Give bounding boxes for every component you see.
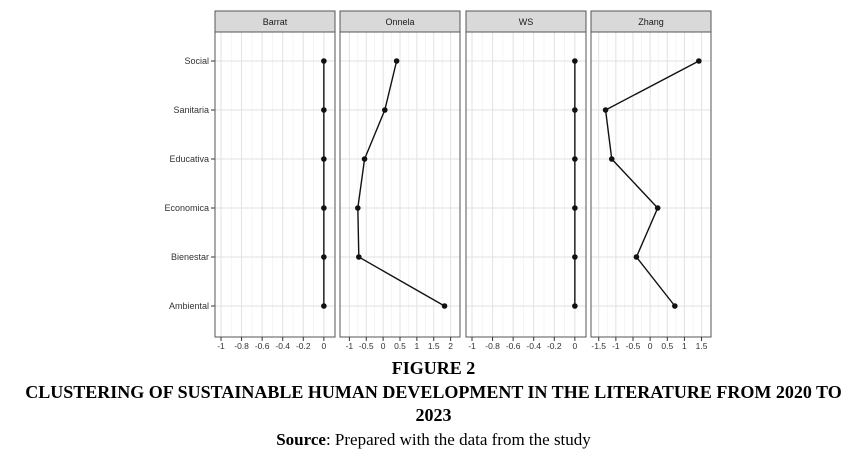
- data-point: [672, 303, 678, 309]
- x-tick-label: -0.5: [626, 341, 641, 351]
- panel-background: [215, 32, 335, 337]
- x-tick-label: 1: [415, 341, 420, 351]
- data-point: [608, 156, 615, 162]
- data-point: [321, 156, 327, 162]
- x-tick-label: 1.5: [428, 341, 440, 351]
- panel-background: [591, 32, 711, 337]
- y-tick-label: Economica: [164, 203, 209, 213]
- panel-title: Onnela: [385, 17, 414, 27]
- panel-title: Zhang: [638, 17, 664, 27]
- x-tick-label: 0.5: [661, 341, 673, 351]
- panel-strip: [590, 10, 712, 33]
- data-point: [321, 58, 327, 64]
- panel-onnela: Onnela -1 -0.5 0 0.5 1 1.5 2: [339, 10, 461, 351]
- data-point: [572, 107, 578, 113]
- panel-barrat: Barrat -1 -0.8 -0.6 -0.4 -0.2 0: [214, 10, 336, 351]
- panel-strip: [339, 10, 461, 33]
- x-tick-label: -0.8: [234, 341, 249, 351]
- series-line: [357, 60, 445, 307]
- data-point: [572, 156, 578, 162]
- panel-title: WS: [519, 17, 534, 27]
- x-tick-label: -0.5: [359, 341, 374, 351]
- data-point: [356, 254, 362, 260]
- x-tick-label: -0.6: [255, 341, 270, 351]
- panel-zhang: Zhang -1.5 -1 -0.5 0 0.5 1 1.5: [590, 10, 712, 351]
- x-tick-label: 2: [448, 341, 453, 351]
- data-point: [572, 303, 578, 309]
- data-point: [321, 205, 327, 211]
- panel-strip: [465, 10, 587, 33]
- data-point: [382, 107, 388, 113]
- panel-background: [466, 32, 586, 337]
- faceted-line-chart: Social Sanitaria Educativa Economica Bienest…: [164, 10, 712, 351]
- x-tick-label: -0.4: [526, 341, 541, 351]
- y-tick-label: Educativa: [169, 154, 209, 164]
- data-point: [572, 254, 578, 260]
- data-point: [572, 58, 578, 64]
- y-tick-label: Bienestar: [171, 252, 209, 262]
- x-tick-label: 1: [682, 341, 687, 351]
- x-tick-label: -1: [346, 341, 354, 351]
- data-point: [572, 205, 578, 211]
- data-point: [654, 205, 661, 211]
- data-point: [321, 254, 327, 260]
- source-label: Source: [276, 430, 326, 449]
- data-point: [321, 303, 327, 309]
- data-point: [321, 107, 327, 113]
- x-tick-label: -0.4: [275, 341, 290, 351]
- data-point: [441, 303, 448, 309]
- figure-title: CLUSTERING OF SUSTAINABLE HUMAN DEVELOPM…: [25, 382, 842, 425]
- data-point: [355, 205, 361, 211]
- x-tick-label: 1.5: [696, 341, 708, 351]
- source-text: : Prepared with the data from the study: [325, 430, 591, 449]
- x-tick-label: 0: [572, 341, 577, 351]
- figure-source: Source: Prepared with the data from the …: [0, 430, 867, 450]
- x-tick-label: -0.8: [485, 341, 500, 351]
- figure-number: FIGURE 2: [391, 358, 476, 378]
- y-tick-label: Social: [184, 56, 209, 66]
- panel-title: Barrat: [263, 17, 288, 27]
- data-point: [602, 107, 609, 113]
- data-point: [633, 254, 640, 260]
- panel-ws: WS -1 -0.8 -0.6 -0.4 -0.2 0: [465, 10, 587, 351]
- x-tick-label: 0.5: [394, 341, 406, 351]
- series-line: [604, 60, 700, 307]
- x-tick-label: -1.5: [591, 341, 606, 351]
- x-tick-label: -1: [217, 341, 225, 351]
- x-tick-label: -0.2: [296, 341, 311, 351]
- data-point: [393, 58, 400, 64]
- x-tick-label: -1: [612, 341, 620, 351]
- x-tick-label: 0: [648, 341, 653, 351]
- y-tick-label: Sanitaria: [173, 105, 209, 115]
- x-tick-label: -0.2: [547, 341, 562, 351]
- x-tick-label: -0.6: [506, 341, 521, 351]
- data-point: [361, 156, 368, 162]
- data-point: [696, 58, 702, 64]
- x-tick-label: -1: [468, 341, 476, 351]
- x-tick-label: 0: [381, 341, 386, 351]
- y-tick-label: Ambiental: [169, 301, 209, 311]
- x-tick-label: 0: [321, 341, 326, 351]
- panel-strip: [214, 10, 336, 33]
